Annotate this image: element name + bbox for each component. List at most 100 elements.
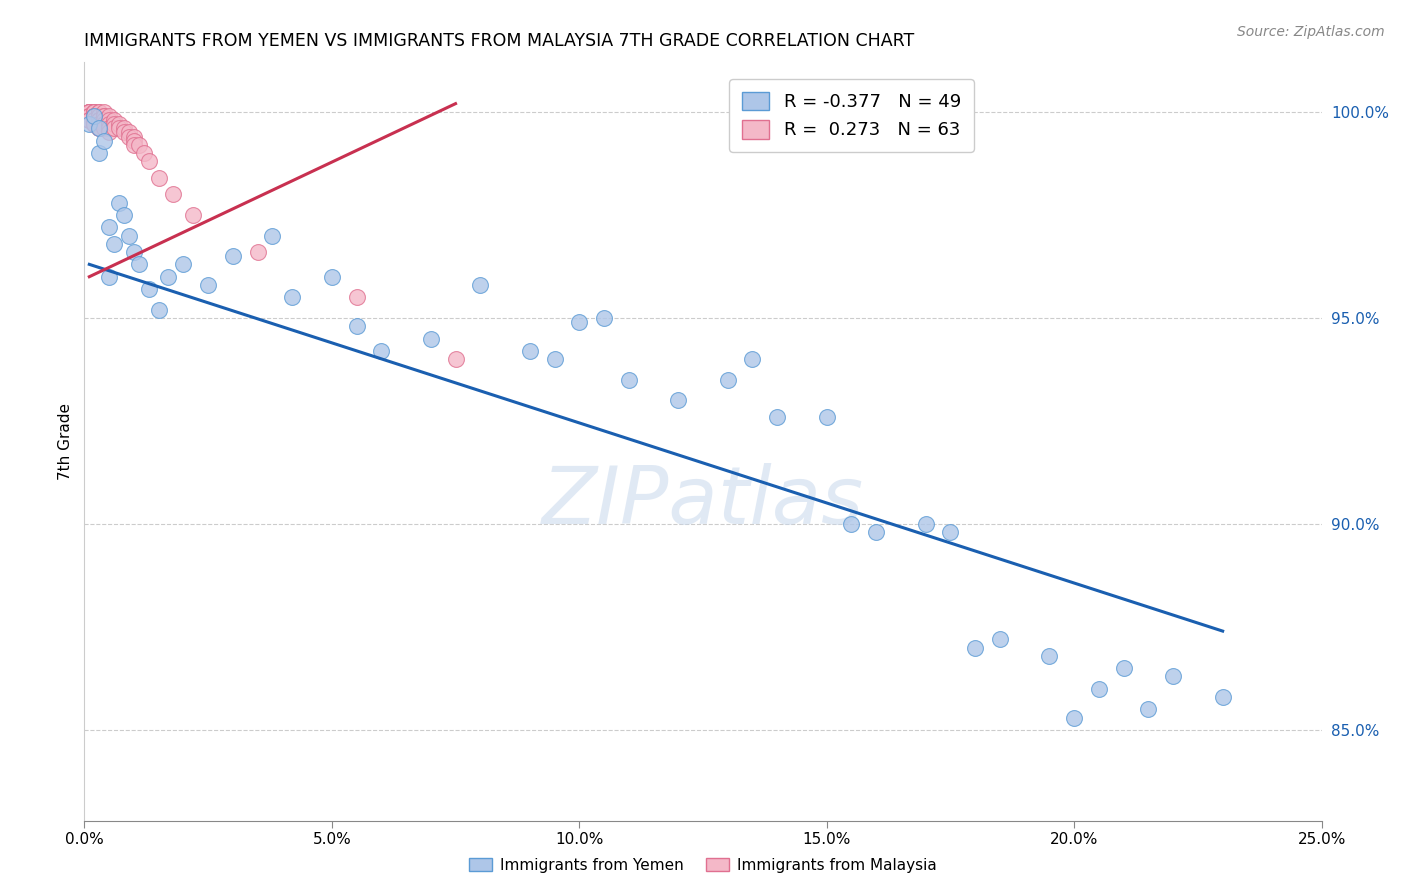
Point	[83, 109, 105, 123]
Point	[93, 134, 115, 148]
Point	[79, 104, 101, 119]
Point	[419, 332, 441, 346]
Text: IMMIGRANTS FROM YEMEN VS IMMIGRANTS FROM MALAYSIA 7TH GRADE CORRELATION CHART: IMMIGRANTS FROM YEMEN VS IMMIGRANTS FROM…	[84, 32, 915, 50]
Point	[98, 113, 121, 128]
Point	[148, 302, 170, 317]
Point	[346, 319, 368, 334]
Text: Source: ZipAtlas.com: Source: ZipAtlas.com	[1237, 25, 1385, 39]
Point	[89, 109, 111, 123]
Point	[89, 117, 111, 131]
Point	[89, 113, 111, 128]
Point	[79, 117, 101, 131]
Point	[128, 257, 150, 271]
Point	[89, 113, 111, 128]
Point	[197, 277, 219, 292]
Point	[89, 104, 111, 119]
Point	[519, 343, 541, 358]
Point	[108, 121, 131, 136]
Point	[108, 117, 131, 131]
Point	[1137, 702, 1160, 716]
Point	[103, 236, 125, 251]
Point	[1088, 681, 1111, 696]
Point	[112, 208, 135, 222]
Point	[914, 516, 936, 531]
Legend: R = -0.377   N = 49, R =  0.273   N = 63: R = -0.377 N = 49, R = 0.273 N = 63	[730, 79, 973, 152]
Point	[118, 126, 141, 140]
Point	[83, 104, 105, 119]
Point	[83, 109, 105, 123]
Point	[79, 113, 101, 128]
Point	[83, 117, 105, 131]
Point	[1212, 690, 1234, 704]
Point	[93, 109, 115, 123]
Point	[98, 121, 121, 136]
Point	[128, 137, 150, 152]
Point	[939, 525, 962, 540]
Point	[988, 632, 1011, 647]
Point	[593, 310, 616, 325]
Point	[83, 104, 105, 119]
Text: ZIPatlas: ZIPatlas	[541, 463, 865, 541]
Point	[103, 113, 125, 128]
Point	[965, 640, 987, 655]
Point	[132, 146, 155, 161]
Point	[666, 393, 689, 408]
Point	[108, 195, 131, 210]
Point	[138, 282, 160, 296]
Point	[157, 269, 180, 284]
Point	[89, 121, 111, 136]
Point	[112, 126, 135, 140]
Point	[98, 117, 121, 131]
Point	[741, 352, 763, 367]
Point	[103, 117, 125, 131]
Point	[83, 104, 105, 119]
Point	[93, 104, 115, 119]
Point	[543, 352, 565, 367]
Point	[1038, 648, 1060, 663]
Point	[79, 104, 101, 119]
Y-axis label: 7th Grade: 7th Grade	[58, 403, 73, 480]
Point	[470, 277, 492, 292]
Point	[281, 290, 304, 304]
Legend: Immigrants from Yemen, Immigrants from Malaysia: Immigrants from Yemen, Immigrants from M…	[463, 852, 943, 879]
Point	[262, 228, 284, 243]
Point	[89, 109, 111, 123]
Point	[222, 249, 245, 263]
Point	[79, 104, 101, 119]
Point	[865, 525, 887, 540]
Point	[79, 109, 101, 123]
Point	[162, 187, 184, 202]
Point	[112, 121, 135, 136]
Point	[103, 121, 125, 136]
Point	[766, 409, 789, 424]
Point	[1112, 661, 1135, 675]
Point	[93, 117, 115, 131]
Point	[122, 245, 145, 260]
Point	[79, 104, 101, 119]
Point	[1161, 669, 1184, 683]
Point	[815, 409, 838, 424]
Point	[122, 134, 145, 148]
Point	[83, 109, 105, 123]
Point	[1063, 711, 1085, 725]
Point	[89, 117, 111, 131]
Point	[98, 220, 121, 235]
Point	[83, 109, 105, 123]
Point	[98, 269, 121, 284]
Point	[122, 129, 145, 144]
Point	[122, 137, 145, 152]
Point	[444, 352, 467, 367]
Point	[172, 257, 194, 271]
Point	[89, 146, 111, 161]
Point	[89, 104, 111, 119]
Point	[93, 113, 115, 128]
Point	[89, 121, 111, 136]
Point	[98, 109, 121, 123]
Point	[138, 154, 160, 169]
Point	[79, 113, 101, 128]
Point	[717, 373, 740, 387]
Point	[568, 315, 591, 329]
Point	[841, 516, 863, 531]
Point	[93, 109, 115, 123]
Point	[98, 126, 121, 140]
